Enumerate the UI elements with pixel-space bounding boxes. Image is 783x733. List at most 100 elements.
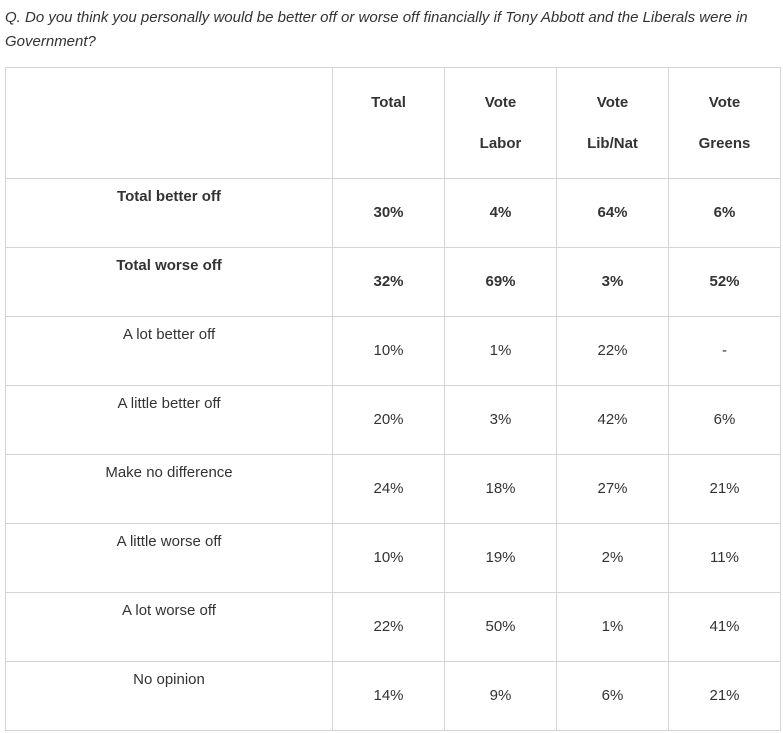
cell-value: 50%: [485, 618, 516, 635]
value-cell: 1%: [444, 316, 557, 386]
value-cell: 10%: [332, 316, 445, 386]
header-cell-labor: Vote Labor: [444, 67, 557, 179]
header-cell-greens: Vote Greens: [668, 67, 781, 179]
cell-value: 4%: [489, 204, 512, 221]
value-cell: 50%: [444, 592, 557, 662]
cell-value: -: [722, 342, 727, 359]
table-row: Total worse off 32% 69% 3% 52%: [5, 247, 781, 317]
row-label: Total worse off: [116, 257, 222, 274]
row-label-cell: Total better off: [5, 178, 333, 248]
value-cell: 21%: [668, 661, 781, 731]
value-cell: 69%: [444, 247, 557, 317]
header-cell-libnat: Vote Lib/Nat: [556, 67, 669, 179]
row-label-cell: A little worse off: [5, 523, 333, 593]
cell-value: 10%: [373, 342, 404, 359]
cell-value: 21%: [709, 687, 740, 704]
value-cell: 64%: [556, 178, 669, 248]
row-label-cell: A lot worse off: [5, 592, 333, 662]
header-cell-empty: [5, 67, 333, 179]
cell-value: 22%: [373, 618, 404, 635]
value-cell: 10%: [332, 523, 445, 593]
row-label: A lot better off: [122, 326, 216, 343]
value-cell: 6%: [668, 178, 781, 248]
cell-value: 11%: [710, 549, 739, 566]
row-label-cell: A little better off: [5, 385, 333, 455]
value-cell: 4%: [444, 178, 557, 248]
header-line2: Lib/Nat: [587, 135, 638, 152]
table-row: A little better off 20% 3% 42% 6%: [5, 385, 781, 455]
value-cell: 24%: [332, 454, 445, 524]
table-row: A lot worse off 22% 50% 1% 41%: [5, 592, 781, 662]
row-label-cell: A lot better off: [5, 316, 333, 386]
value-cell: 6%: [668, 385, 781, 455]
cell-value: 24%: [373, 480, 404, 497]
question-text: Q. Do you think you personally would be …: [5, 9, 748, 50]
value-cell: 2%: [556, 523, 669, 593]
value-cell: 3%: [444, 385, 557, 455]
cell-value: 1%: [489, 342, 512, 359]
header-line1: Vote: [484, 94, 517, 111]
row-label: A lot worse off: [122, 602, 216, 619]
row-label: Total better off: [117, 188, 221, 205]
row-label: No opinion: [133, 671, 205, 688]
header-line1: Vote: [596, 94, 629, 111]
header-row: Total Vote Labor Vote Lib/Nat Vote Green…: [5, 67, 781, 179]
value-cell: 11%: [668, 523, 781, 593]
value-cell: 32%: [332, 247, 445, 317]
value-cell: 42%: [556, 385, 669, 455]
table-row: Make no difference 24% 18% 27% 21%: [5, 454, 781, 524]
value-cell: 41%: [668, 592, 781, 662]
cell-value: 20%: [373, 411, 404, 428]
header-cell-total: Total: [332, 67, 445, 179]
value-cell: 19%: [444, 523, 557, 593]
results-table: Total Vote Labor Vote Lib/Nat Vote Green…: [5, 67, 781, 731]
value-cell: 1%: [556, 592, 669, 662]
cell-value: 1%: [601, 618, 624, 635]
cell-value: 64%: [597, 204, 628, 221]
row-label-cell: No opinion: [5, 661, 333, 731]
cell-value: 9%: [489, 687, 512, 704]
cell-value: 30%: [373, 204, 404, 221]
value-cell: 6%: [556, 661, 669, 731]
table-row: A little worse off 10% 19% 2% 11%: [5, 523, 781, 593]
cell-value: 6%: [713, 204, 736, 221]
value-cell: 9%: [444, 661, 557, 731]
cell-value: 2%: [601, 549, 624, 566]
table-row: No opinion 14% 9% 6% 21%: [5, 661, 781, 731]
cell-value: 69%: [485, 273, 516, 290]
cell-value: 32%: [373, 273, 404, 290]
header-line1: Vote: [708, 94, 741, 111]
row-label: Make no difference: [105, 464, 233, 481]
cell-value: 42%: [597, 411, 628, 428]
row-label-cell: Total worse off: [5, 247, 333, 317]
value-cell: -: [668, 316, 781, 386]
cell-value: 22%: [597, 342, 628, 359]
cell-value: 21%: [709, 480, 740, 497]
value-cell: 27%: [556, 454, 669, 524]
value-cell: 30%: [332, 178, 445, 248]
row-label: A little worse off: [116, 533, 222, 550]
cell-value: 27%: [597, 480, 628, 497]
value-cell: 20%: [332, 385, 445, 455]
cell-value: 14%: [373, 687, 404, 704]
table-row: Total better off 30% 4% 64% 6%: [5, 178, 781, 248]
cell-value: 19%: [485, 549, 516, 566]
value-cell: 21%: [668, 454, 781, 524]
cell-value: 41%: [709, 618, 740, 635]
cell-value: 3%: [489, 411, 512, 428]
cell-value: 3%: [601, 273, 624, 290]
cell-value: 10%: [373, 549, 404, 566]
row-label: A little better off: [117, 395, 221, 412]
table-row: A lot better off 10% 1% 22% -: [5, 316, 781, 386]
value-cell: 22%: [332, 592, 445, 662]
value-cell: 52%: [668, 247, 781, 317]
row-label-cell: Make no difference: [5, 454, 333, 524]
header-line1: Total: [371, 94, 406, 111]
value-cell: 3%: [556, 247, 669, 317]
header-line2: Greens: [698, 135, 751, 152]
value-cell: 22%: [556, 316, 669, 386]
value-cell: 18%: [444, 454, 557, 524]
value-cell: 14%: [332, 661, 445, 731]
cell-value: 6%: [713, 411, 736, 428]
cell-value: 52%: [709, 273, 740, 290]
